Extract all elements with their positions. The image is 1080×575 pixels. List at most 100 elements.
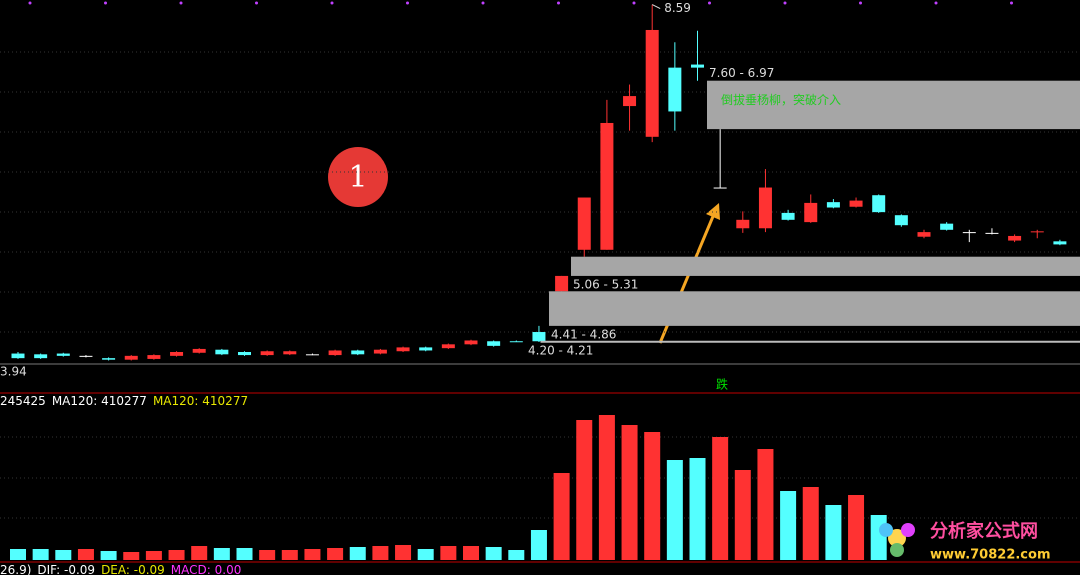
candle-body bbox=[373, 349, 387, 354]
candle-body bbox=[215, 349, 229, 355]
candle-body bbox=[917, 232, 931, 237]
legend-item: MA120: 410277 bbox=[52, 394, 147, 408]
top-dot bbox=[481, 1, 485, 5]
candle-body bbox=[283, 351, 297, 355]
candle-body bbox=[532, 332, 546, 342]
candle-body bbox=[645, 29, 659, 137]
volume-bar bbox=[463, 546, 479, 560]
legend-item: 245425 bbox=[0, 394, 46, 408]
candle-body bbox=[419, 347, 433, 351]
gap-label: 5.06 - 5.31 bbox=[573, 277, 638, 291]
top-dot bbox=[179, 1, 183, 5]
candle-body bbox=[238, 352, 251, 356]
gap-note: 倒拔垂杨柳，突破介入 bbox=[721, 92, 841, 107]
volume-bar bbox=[576, 420, 593, 560]
volume-bar bbox=[281, 550, 298, 560]
volume-bar bbox=[259, 550, 276, 560]
top-dot bbox=[255, 1, 258, 5]
candle-body bbox=[192, 348, 206, 353]
top-dot bbox=[557, 1, 560, 5]
top-dot bbox=[1010, 1, 1013, 5]
volume-bar bbox=[621, 425, 638, 560]
volume-bar bbox=[395, 545, 412, 560]
volume-bar bbox=[77, 549, 94, 560]
volume-bar bbox=[734, 470, 751, 560]
volume-bar bbox=[236, 548, 253, 560]
top-dot bbox=[28, 1, 32, 5]
gap-box bbox=[707, 80, 1080, 130]
candle-body bbox=[623, 96, 637, 107]
marker-circle bbox=[328, 147, 388, 207]
volume-bar bbox=[757, 449, 774, 560]
top-dot bbox=[708, 1, 711, 5]
candle-body bbox=[328, 350, 342, 356]
volume-bar bbox=[712, 437, 729, 560]
volume-bar bbox=[644, 432, 661, 560]
watermark-url: www.70822.com bbox=[930, 548, 1051, 563]
logo-flower bbox=[888, 529, 906, 547]
volume-bar bbox=[191, 546, 208, 560]
volume-bar bbox=[123, 552, 140, 560]
top-dot bbox=[859, 1, 862, 5]
top-dot bbox=[632, 1, 636, 5]
volume-bar bbox=[100, 551, 117, 560]
volume-bar bbox=[32, 549, 49, 560]
watermark: 分析家公式网 www.70822.com bbox=[879, 520, 1051, 563]
volume-bar bbox=[440, 546, 457, 560]
volume-bar bbox=[10, 549, 26, 560]
top-dot bbox=[934, 1, 938, 5]
candle-body bbox=[668, 67, 682, 112]
candle-body bbox=[826, 202, 840, 208]
candle-body bbox=[396, 347, 410, 352]
volume-bar bbox=[870, 515, 887, 560]
volume-bar bbox=[372, 546, 389, 560]
candle-body bbox=[305, 354, 319, 356]
top-dot bbox=[783, 1, 787, 5]
low-label: 3.94 bbox=[0, 365, 27, 379]
candle-body bbox=[781, 212, 795, 220]
volume-bar bbox=[848, 495, 865, 560]
footer-row: 26.9) DIF: -0.09 DEA: -0.09 MACD: 0.00 bbox=[0, 563, 241, 575]
legend-row: 245425 MA120: 410277 MA120: 410277 bbox=[0, 394, 248, 408]
candle-body bbox=[894, 215, 908, 226]
candle-body bbox=[56, 353, 70, 356]
volume-bar bbox=[327, 548, 344, 560]
marker-number: 1 bbox=[348, 160, 367, 195]
volume-bar bbox=[349, 547, 366, 560]
volume-bar bbox=[689, 458, 706, 560]
candle-body bbox=[555, 275, 569, 292]
candle-body bbox=[872, 195, 886, 213]
candle-body bbox=[1053, 241, 1067, 245]
legend-item: MA120: 410277 bbox=[153, 394, 248, 408]
volume-bar bbox=[508, 550, 525, 560]
candle-body bbox=[691, 64, 704, 68]
candle-body bbox=[940, 223, 954, 230]
candle-body bbox=[1008, 235, 1022, 241]
candle-body bbox=[985, 232, 999, 234]
logo-petal bbox=[890, 543, 904, 557]
candle-body bbox=[260, 351, 274, 356]
candle-body bbox=[11, 353, 25, 359]
volume-bar bbox=[598, 415, 615, 560]
top-dot bbox=[330, 1, 334, 5]
high-label: 8.59 bbox=[664, 1, 691, 15]
footer-item: MACD: 0.00 bbox=[171, 563, 242, 575]
footer-item: 26.9) bbox=[0, 563, 31, 575]
volume-bar bbox=[666, 460, 683, 560]
candle-body bbox=[487, 341, 501, 346]
footer-item: DEA: -0.09 bbox=[101, 563, 165, 575]
gap-label: 7.60 - 6.97 bbox=[709, 66, 774, 80]
volume-bar bbox=[825, 505, 842, 560]
candle-body bbox=[758, 187, 772, 229]
footer-item: DIF: -0.09 bbox=[37, 563, 95, 575]
volume-bar bbox=[553, 473, 570, 560]
candle-body bbox=[577, 197, 591, 250]
volume-bar bbox=[304, 549, 321, 560]
logo-petal bbox=[879, 523, 893, 537]
gap-box bbox=[540, 340, 1080, 343]
candle-body bbox=[849, 200, 863, 207]
volume-bar bbox=[417, 549, 434, 560]
watermark-title: 分析家公式网 bbox=[930, 520, 1038, 542]
volume-bar bbox=[145, 551, 162, 560]
